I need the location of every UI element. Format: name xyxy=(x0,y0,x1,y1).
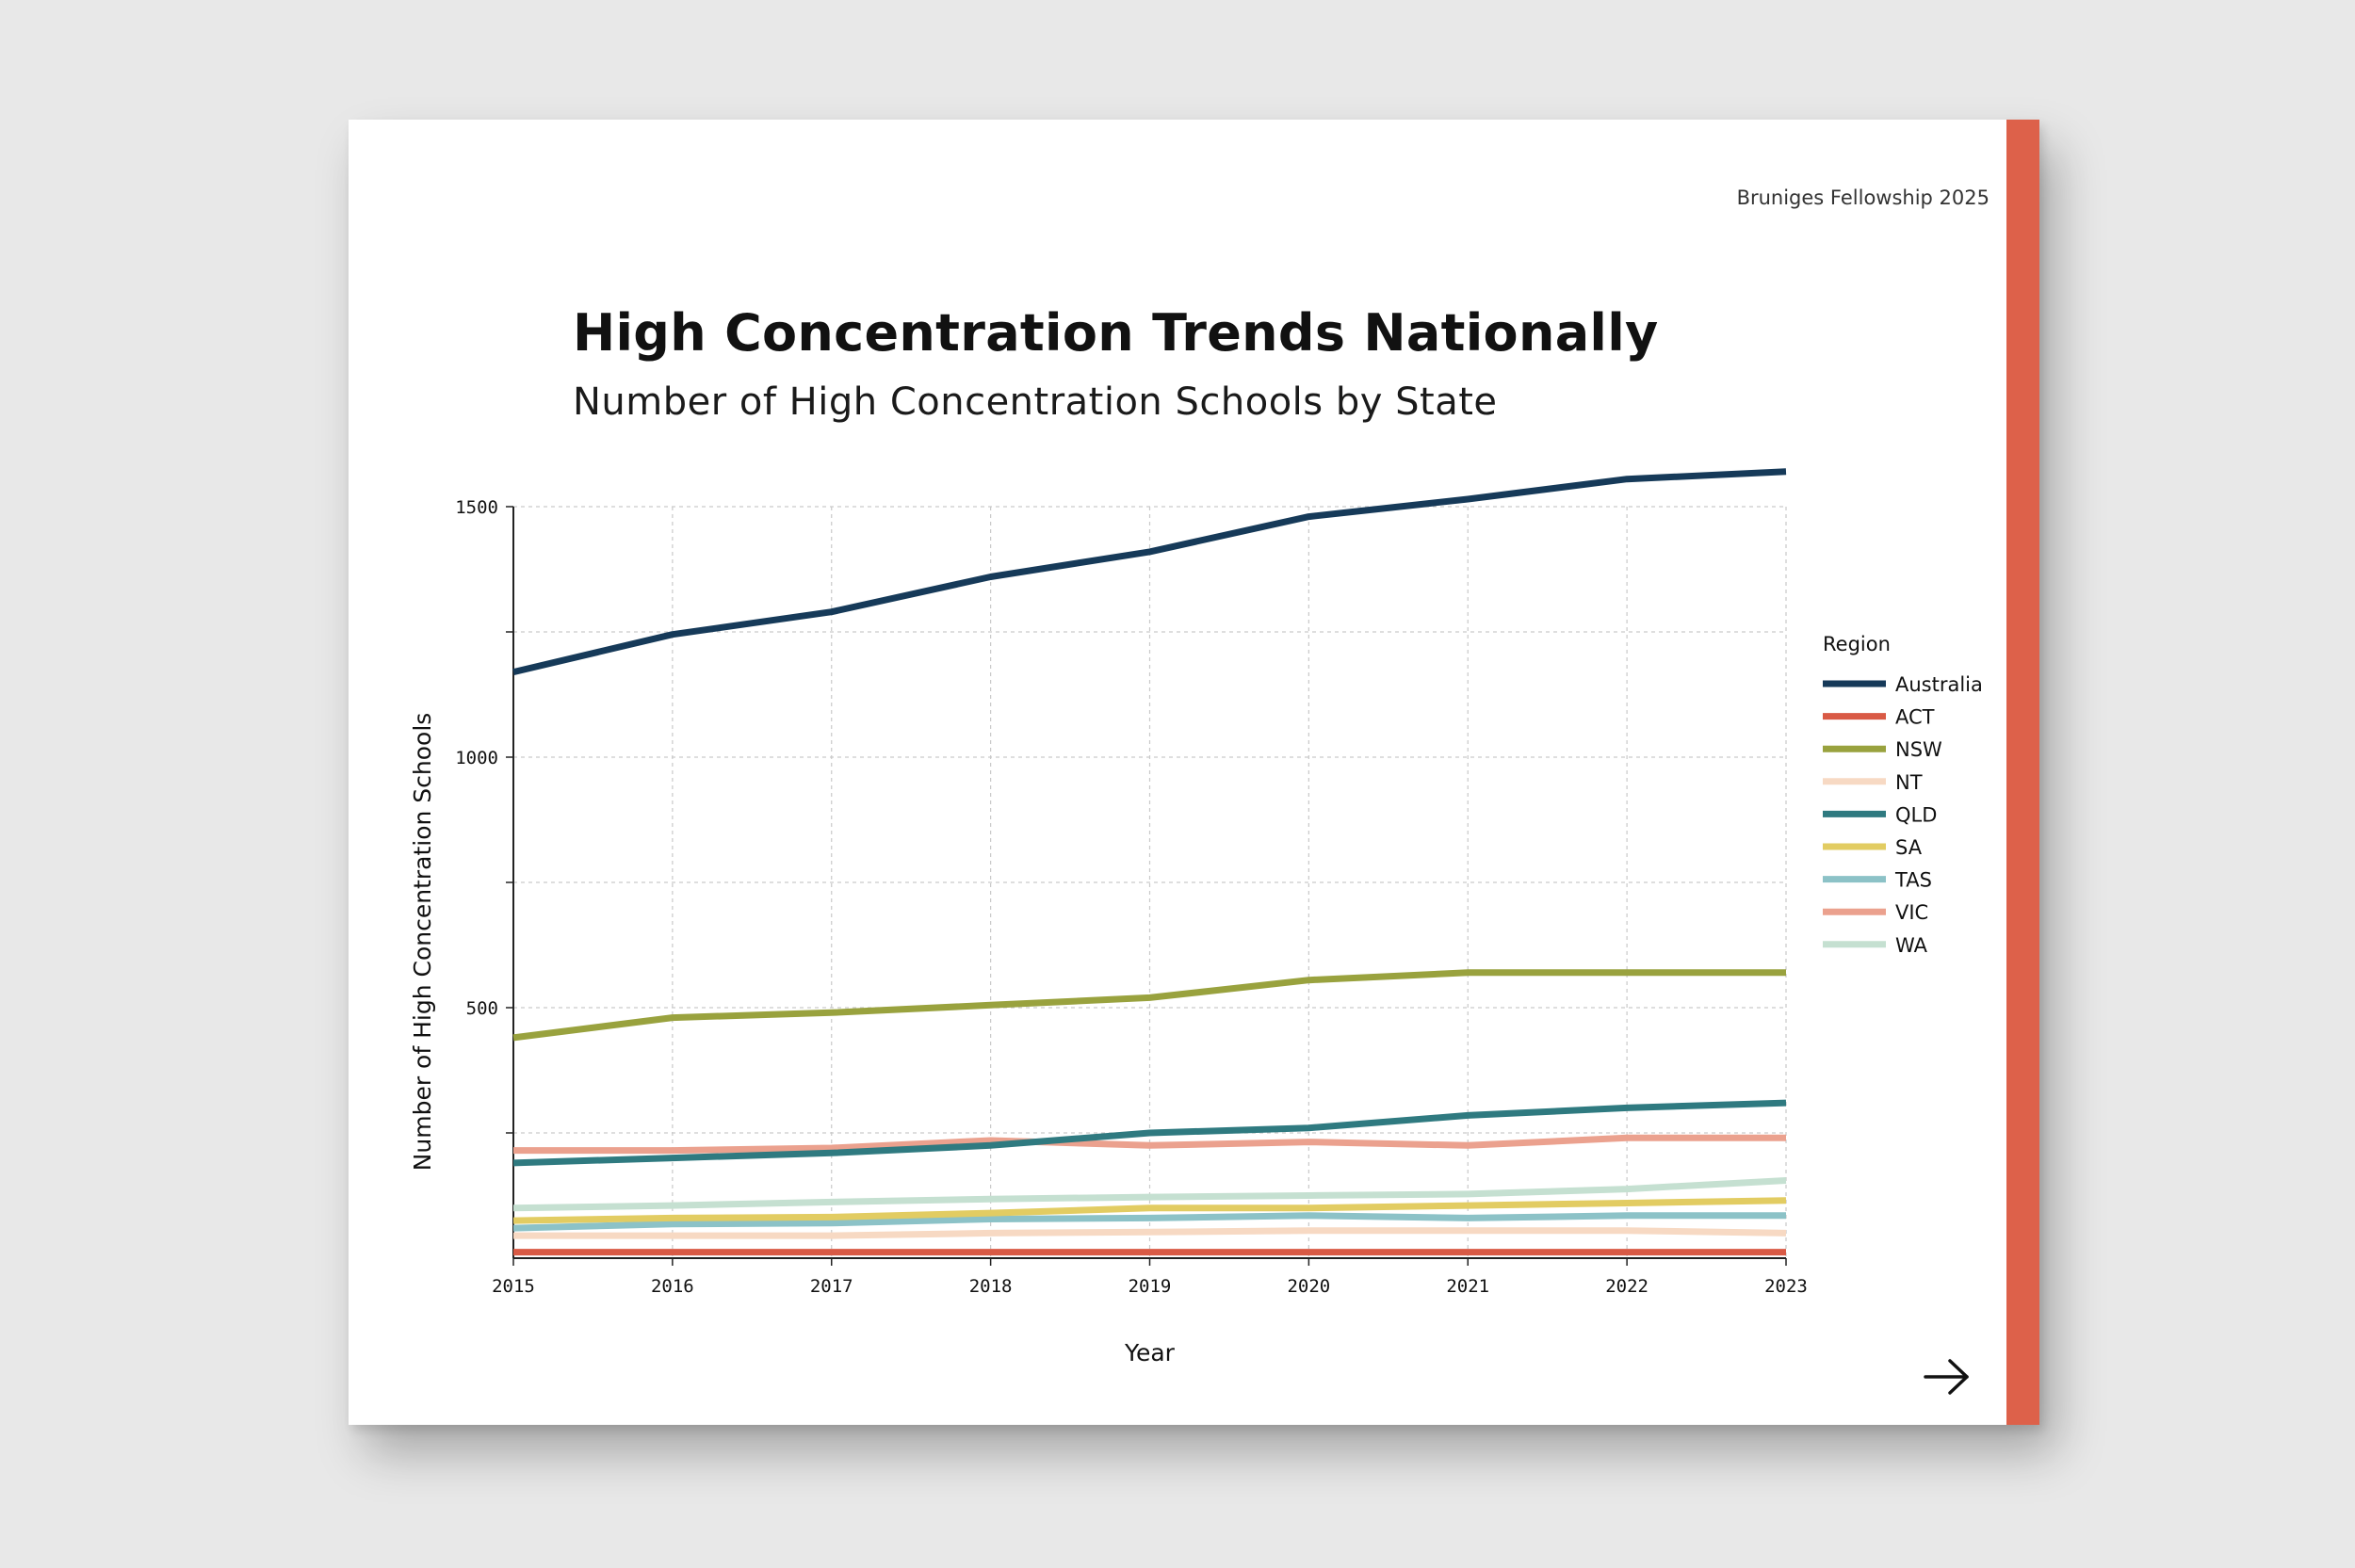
series-lines xyxy=(512,468,1787,1256)
legend-label-wa: WA xyxy=(1895,934,1928,957)
legend-label-vic: VIC xyxy=(1895,901,1928,924)
series-line-nt xyxy=(513,1227,1787,1239)
legend-label-sa: SA xyxy=(1895,836,1923,859)
x-tick-label: 2023 xyxy=(1764,1276,1808,1297)
series-line-qld xyxy=(512,1099,1787,1167)
x-tick-label: 2017 xyxy=(810,1276,853,1297)
legend-label-australia: Australia xyxy=(1895,673,1983,696)
legend-title: Region xyxy=(1823,633,1891,655)
series-line-sa xyxy=(512,1197,1787,1224)
legend-label-tas: TAS xyxy=(1894,869,1932,892)
series-line-tas xyxy=(512,1212,1786,1232)
legend-label-act: ACT xyxy=(1895,706,1935,729)
legend-label-nsw: NSW xyxy=(1895,738,1942,761)
series-line-nsw xyxy=(512,969,1786,1042)
chart-title: High Concentration Trends Nationally xyxy=(573,303,1659,363)
x-tick-label: 2020 xyxy=(1287,1276,1330,1297)
series-line-wa xyxy=(512,1177,1787,1212)
series-line-australia xyxy=(512,468,1787,676)
header-tag: Bruniges Fellowship 2025 xyxy=(1736,186,1990,209)
x-tick-label: 2018 xyxy=(969,1276,1013,1297)
x-tick-label: 2019 xyxy=(1129,1276,1172,1297)
x-axis-title: Year xyxy=(1124,1339,1176,1366)
legend-label-nt: NT xyxy=(1895,771,1923,794)
accent-bar xyxy=(2006,120,2039,1425)
axes: 500 1000 1500 2015 2016 2017 2018 2019 2020 2021 2… xyxy=(409,497,1808,1366)
chart-subtitle: Number of High Concentration Schools by … xyxy=(573,380,1498,424)
legend-label-qld: QLD xyxy=(1895,803,1937,826)
y-tick-label: 1000 xyxy=(455,748,498,768)
y-tick-label: 500 xyxy=(466,998,498,1019)
x-tick-label: 2022 xyxy=(1605,1276,1648,1297)
arrow-right-icon[interactable] xyxy=(1922,1356,1973,1398)
x-tick-label: 2016 xyxy=(651,1276,694,1297)
series-line-vic xyxy=(513,1134,1786,1155)
x-tick-label: 2015 xyxy=(492,1276,535,1297)
y-tick-label: 1500 xyxy=(455,497,498,518)
x-tick-label: 2021 xyxy=(1446,1276,1489,1297)
y-axis-title: Number of High Concentration Schools xyxy=(409,713,436,1172)
